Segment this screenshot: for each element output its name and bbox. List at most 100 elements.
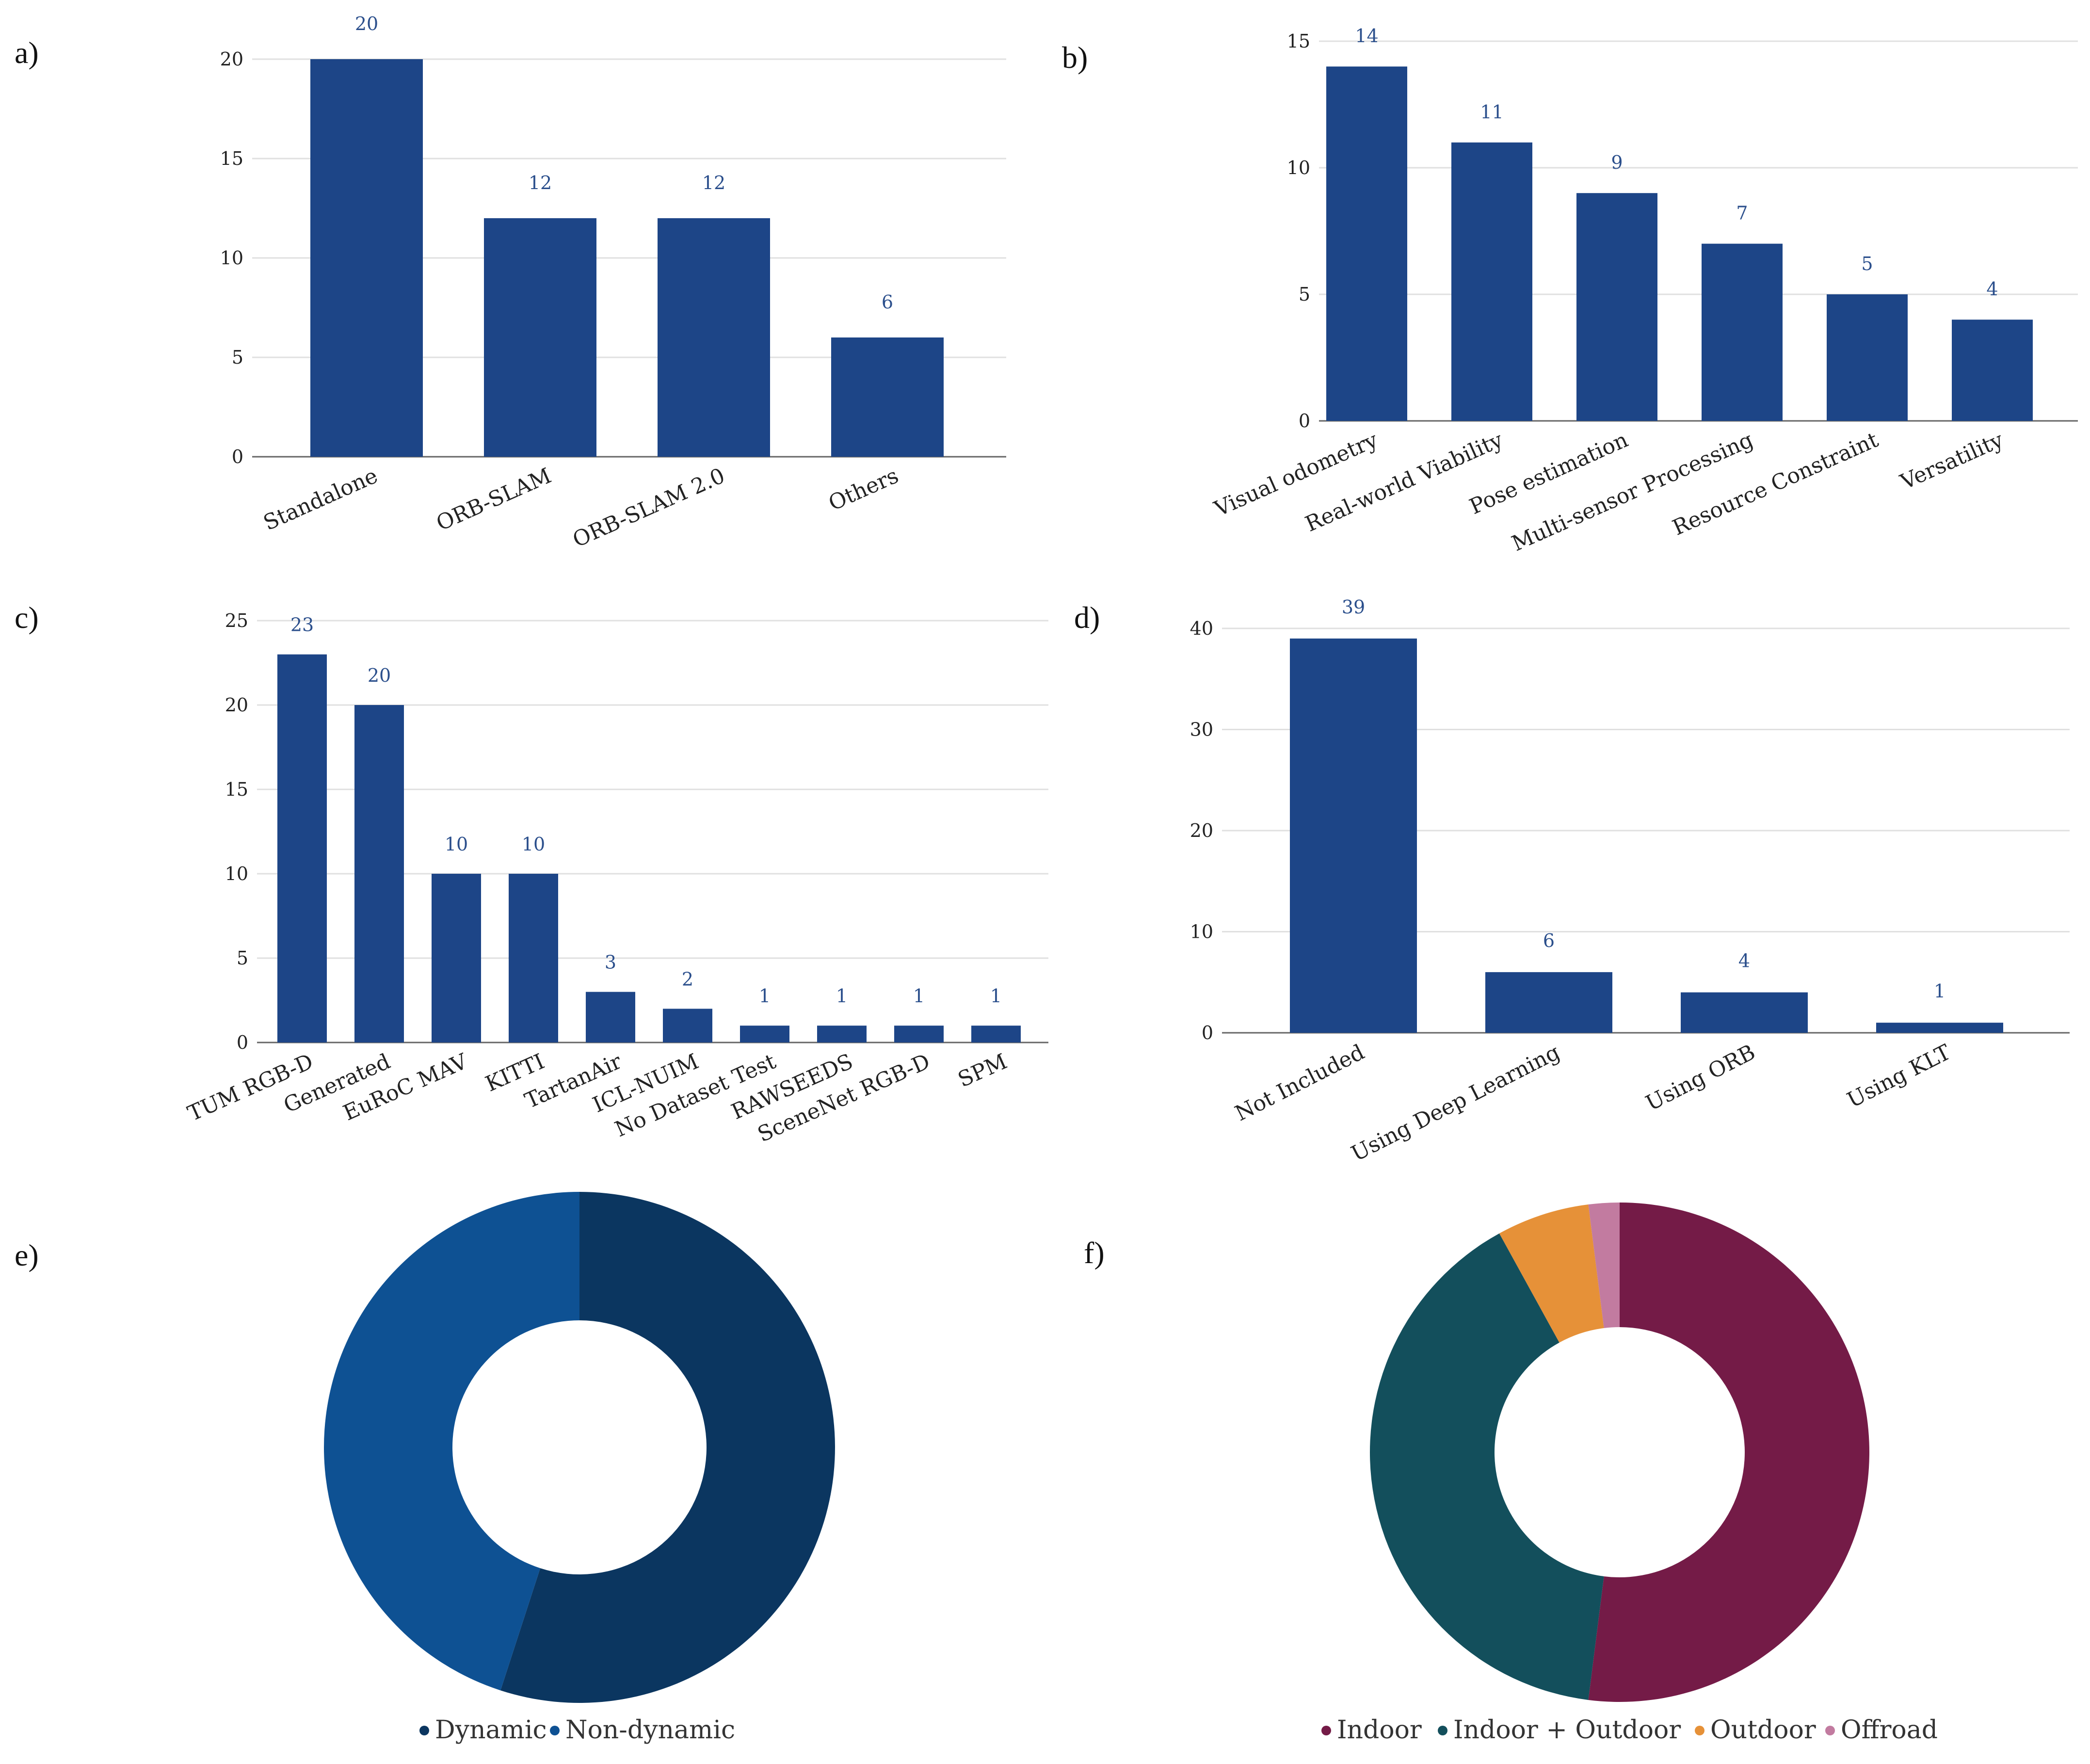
bar-spm xyxy=(971,1026,1021,1042)
data-label-using-deep-learning: 6 xyxy=(1543,930,1555,951)
data-label-generated: 20 xyxy=(368,665,391,686)
panel-label-f: f) xyxy=(1084,1235,1105,1270)
bar-orb-slam xyxy=(484,218,596,457)
bar-real-world-viability xyxy=(1451,142,1532,421)
data-label-using-orb: 4 xyxy=(1738,950,1750,972)
data-label-no-dataset-test: 1 xyxy=(759,985,771,1007)
panel-a: a) 0 5 10 15 20 20 Standalone 12 ORB-SLAM 12 ORB-SL… xyxy=(15,13,1006,552)
y-tick-label: 30 xyxy=(1190,719,1213,740)
bar-kitti xyxy=(509,874,558,1042)
data-label-versatility: 4 xyxy=(1986,278,1998,300)
category-label-standalone: Standalone xyxy=(260,463,382,535)
panel-e: e) Dynamic Non-dynamic xyxy=(15,1192,836,1745)
category-label-versatility: Versatility xyxy=(1897,427,2007,495)
panel-label-b: b) xyxy=(1062,40,1088,75)
data-label-using-klt: 1 xyxy=(1934,980,1945,1002)
y-tick-label: 15 xyxy=(1287,31,1310,52)
data-label-pose-estimation: 9 xyxy=(1611,152,1623,173)
bar-using-orb xyxy=(1681,992,1808,1033)
legend-marker-offroad xyxy=(1825,1726,1835,1735)
y-tick-label: 15 xyxy=(225,779,248,800)
category-label-using-klt: Using KLT xyxy=(1843,1040,1955,1113)
category-label-resource-constraint: Resource Constraint xyxy=(1669,427,1882,540)
legend-label-non-dynamic: Non-dynamic xyxy=(565,1716,735,1745)
data-label-icl-nuim: 2 xyxy=(682,968,693,990)
y-tick-label: 25 xyxy=(225,610,248,631)
panel-f: f) Indoor Indoor + Outdoor Outdoor Offroad xyxy=(1084,1203,1938,1745)
panel-label-e: e) xyxy=(15,1238,39,1272)
data-label-euroc-mav: 10 xyxy=(445,834,468,855)
data-label-orb-slam: 12 xyxy=(529,172,552,193)
bar-others xyxy=(831,337,944,457)
legend-marker-dynamic xyxy=(419,1726,429,1735)
legend-marker-indoor xyxy=(1321,1726,1331,1735)
category-label-multi-sensor-processing: Multi-sensor Processing xyxy=(1508,427,1757,556)
category-label-orb-slam: ORB-SLAM xyxy=(433,463,555,536)
bar-generated xyxy=(354,705,404,1042)
data-label-kitti: 10 xyxy=(522,834,545,855)
y-tick-label: 20 xyxy=(1190,820,1213,841)
y-tick-label: 0 xyxy=(232,446,243,467)
category-label-using-deep-learning: Using Deep Learning xyxy=(1347,1040,1564,1166)
legend-label-offroad: Offroad xyxy=(1841,1716,1938,1745)
data-label-scenenet-rgb-d: 1 xyxy=(913,985,925,1007)
y-tick-label: 5 xyxy=(1299,284,1310,305)
bar-icl-nuim xyxy=(663,1009,712,1042)
bar-resource-constraint xyxy=(1827,294,1908,421)
bar-scenenet-rgb-d xyxy=(894,1026,944,1042)
slice-indoor-outdoor xyxy=(1370,1233,1604,1700)
panel-d: d) 0 10 20 30 40 39 Not Included 6 Using Deep Lea… xyxy=(1074,596,2070,1167)
slice-outdoor xyxy=(1499,1204,1604,1343)
y-tick-label: 10 xyxy=(225,863,248,884)
data-label-tum-rgb-d: 23 xyxy=(290,614,314,636)
y-tick-label: 10 xyxy=(1190,921,1213,943)
data-label-multi-sensor-processing: 7 xyxy=(1736,203,1748,224)
bar-no-dataset-test xyxy=(740,1026,789,1042)
slice-offroad xyxy=(1588,1203,1620,1329)
bar-standalone xyxy=(310,59,423,457)
legend-label-dynamic: Dynamic xyxy=(435,1716,547,1745)
bar-visual-odometry xyxy=(1326,66,1407,421)
bar-versatility xyxy=(1952,320,2033,421)
bar-using-klt xyxy=(1876,1023,2003,1033)
legend-label-indoor: Indoor xyxy=(1337,1716,1422,1745)
y-tick-label: 20 xyxy=(220,48,243,70)
category-label-others: Others xyxy=(825,463,902,515)
slice-dynamic xyxy=(500,1192,836,1703)
bar-using-deep-learning xyxy=(1485,972,1612,1033)
bar-tartanair xyxy=(586,992,635,1042)
category-label-using-orb: Using ORB xyxy=(1642,1040,1759,1116)
slice-indoor xyxy=(1588,1203,1870,1702)
data-label-orb-slam-2-0: 12 xyxy=(702,172,725,193)
data-label-spm: 1 xyxy=(990,985,1002,1007)
legend-marker-indoor-outdoor xyxy=(1438,1726,1447,1735)
category-label-real-world-viability: Real-world Viability xyxy=(1302,427,1507,537)
data-label-visual-odometry: 14 xyxy=(1355,25,1378,47)
bar-not-included xyxy=(1290,638,1417,1033)
bar-orb-slam-2-0 xyxy=(658,218,770,457)
y-tick-label: 0 xyxy=(1299,410,1310,432)
bar-euroc-mav xyxy=(432,874,481,1042)
category-label-orb-slam-2-0: ORB-SLAM 2.0 xyxy=(569,463,729,552)
slice-non-dynamic xyxy=(324,1192,579,1691)
data-label-not-included: 39 xyxy=(1342,596,1365,618)
data-label-tartanair: 3 xyxy=(605,952,616,973)
legend-label-outdoor: Outdoor xyxy=(1710,1716,1816,1745)
panel-label-a: a) xyxy=(15,35,39,70)
data-label-real-world-viability: 11 xyxy=(1480,101,1503,123)
y-tick-label: 15 xyxy=(220,148,243,169)
y-tick-label: 5 xyxy=(232,347,243,368)
panel-label-c: c) xyxy=(15,600,39,635)
legend-marker-outdoor xyxy=(1695,1726,1704,1735)
data-label-others: 6 xyxy=(882,291,893,313)
y-tick-label: 20 xyxy=(225,694,248,716)
bar-multi-sensor-processing xyxy=(1702,243,1783,421)
category-label-spm: SPM xyxy=(954,1049,1011,1092)
y-tick-label: 10 xyxy=(1287,157,1310,178)
legend-marker-non-dynamic xyxy=(550,1726,560,1735)
y-tick-label: 0 xyxy=(1202,1022,1213,1043)
data-label-standalone: 20 xyxy=(355,13,378,34)
